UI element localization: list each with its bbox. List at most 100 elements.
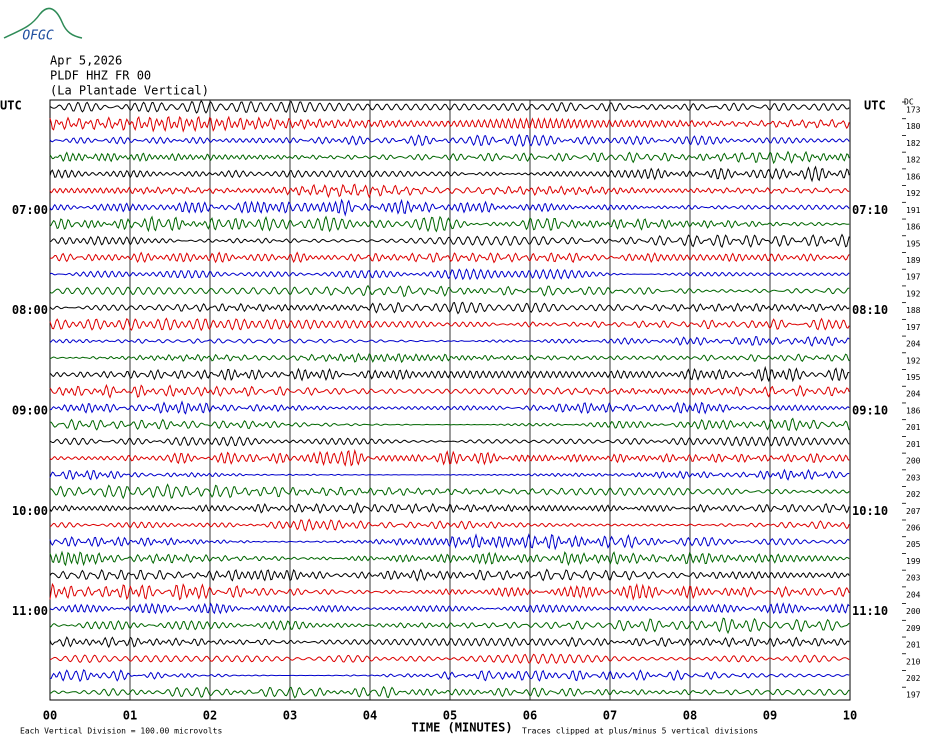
x-tick-label: 05 — [443, 709, 457, 723]
dc-value: 197 — [906, 691, 921, 700]
hour-label: 11:00 — [12, 604, 48, 618]
trace — [49, 448, 850, 467]
dc-value: 195 — [906, 239, 921, 248]
hour-label-right: 10:10 — [852, 504, 888, 518]
dc-value: 182 — [906, 139, 921, 148]
dc-value: 201 — [906, 641, 921, 650]
dc-value: 199 — [906, 557, 921, 566]
trace — [49, 483, 850, 500]
trace — [49, 468, 850, 481]
dc-value: 195 — [906, 373, 921, 382]
trace — [49, 365, 850, 383]
dc-value: 201 — [906, 440, 921, 449]
trace — [49, 115, 850, 133]
trace — [49, 518, 850, 532]
dc-value: 197 — [906, 273, 921, 282]
trace — [49, 150, 850, 165]
dc-value: 203 — [906, 473, 921, 482]
dc-value: 180 — [906, 122, 921, 131]
dc-value: 186 — [906, 406, 921, 415]
trace — [49, 436, 850, 447]
trace — [49, 268, 850, 281]
x-axis-label: TIME (MINUTES) — [411, 721, 512, 735]
trace — [49, 352, 850, 364]
trace — [49, 617, 850, 635]
dc-value: 204 — [906, 390, 921, 399]
x-tick-label: 04 — [363, 709, 377, 723]
location: (La Plantade Vertical) — [50, 84, 209, 98]
clip-note: Traces clipped at plus/minus 5 vertical … — [522, 727, 758, 736]
trace — [49, 336, 850, 347]
trace — [49, 400, 850, 415]
dc-value: 186 — [906, 223, 921, 232]
dc-value: 202 — [906, 674, 921, 683]
trace — [49, 501, 850, 515]
hour-label: 08:00 — [12, 303, 48, 317]
hour-label: 10:00 — [12, 504, 48, 518]
trace — [49, 133, 850, 147]
dc-value: 186 — [906, 172, 921, 181]
trace — [49, 417, 850, 432]
dc-value: 192 — [906, 189, 921, 198]
dc-value: 210 — [906, 657, 921, 666]
trace — [49, 198, 850, 217]
hour-label-right: 07:10 — [852, 203, 888, 217]
dc-value: 205 — [906, 540, 921, 549]
x-tick-label: 01 — [123, 709, 137, 723]
dc-value: 204 — [906, 340, 921, 349]
x-tick-label: 07 — [603, 709, 617, 723]
hour-label-right: UTC — [864, 99, 886, 113]
dc-value: 188 — [906, 306, 921, 315]
logo: OFGC — [3, 7, 83, 44]
trace — [49, 550, 850, 567]
hour-label: 07:00 — [12, 203, 48, 217]
trace — [49, 653, 850, 665]
x-tick-label: 03 — [283, 709, 297, 723]
trace — [49, 602, 850, 615]
trace — [49, 165, 850, 183]
dc-value: 189 — [906, 256, 921, 265]
dc-value: 192 — [906, 356, 921, 365]
trace — [49, 301, 850, 315]
hour-label-right: 09:10 — [852, 403, 888, 417]
dc-value: 173 — [906, 106, 921, 115]
dc-value: 192 — [906, 289, 921, 298]
x-tick-label: 09 — [763, 709, 777, 723]
trace — [49, 233, 850, 248]
x-tick-label: 08 — [683, 709, 697, 723]
trace — [49, 251, 850, 264]
trace — [49, 568, 850, 582]
x-tick-label: 06 — [523, 709, 537, 723]
dc-value: 206 — [906, 524, 921, 533]
logo-text: OFGC — [22, 29, 53, 44]
x-tick-label: 10 — [843, 709, 857, 723]
trace — [49, 317, 850, 332]
trace — [49, 582, 850, 601]
dc-value: 202 — [906, 490, 921, 499]
date: Apr 5,2026 — [50, 54, 122, 68]
scale-note: Each Vertical Division = 100.00 microvol… — [20, 727, 222, 736]
dc-value: 191 — [906, 206, 921, 215]
x-tick-label: 00 — [43, 709, 57, 723]
dc-value: 200 — [906, 457, 921, 466]
trace — [49, 215, 850, 233]
hour-label: 09:00 — [12, 403, 48, 417]
dc-value: 201 — [906, 423, 921, 432]
hour-label-right: 11:10 — [852, 604, 888, 618]
dc-value: 197 — [906, 323, 921, 332]
trace — [49, 99, 850, 114]
dc-value: 200 — [906, 607, 921, 616]
dc-value: 204 — [906, 590, 921, 599]
dc-value: 203 — [906, 574, 921, 583]
dc-value: 207 — [906, 507, 921, 516]
dc-header: DC — [904, 98, 914, 107]
trace — [49, 636, 850, 649]
x-tick-label: 02 — [203, 709, 217, 723]
trace — [49, 533, 850, 551]
hour-label: UTC — [0, 99, 22, 113]
dc-value: 209 — [906, 624, 921, 633]
trace — [49, 685, 850, 699]
hour-label-right: 08:10 — [852, 303, 888, 317]
trace — [49, 183, 850, 199]
